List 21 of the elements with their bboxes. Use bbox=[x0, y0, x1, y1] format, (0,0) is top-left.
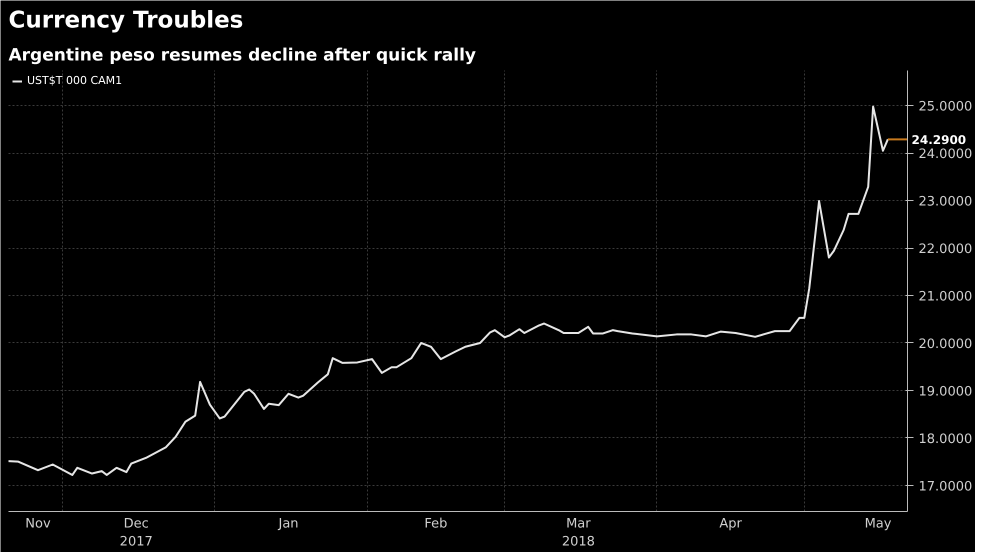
y-tick-label: 20.0000 bbox=[918, 336, 972, 352]
legend-label: UST$T 000 CAM1 bbox=[27, 74, 122, 87]
y-tick-label: 24.0000 bbox=[918, 147, 972, 162]
y-tick-label: 17.0000 bbox=[918, 479, 972, 494]
y-tick-label: 23.0000 bbox=[918, 194, 972, 210]
x-tick-label: May bbox=[864, 516, 892, 532]
x-tick-label: Apr bbox=[719, 516, 743, 532]
y-tick-label: 18.0000 bbox=[918, 432, 972, 447]
y-tick-label: 21.0000 bbox=[918, 290, 972, 305]
x-tick-label: Dec 2017 bbox=[120, 516, 153, 550]
y-tick-label: 19.0000 bbox=[918, 384, 972, 400]
chart-title: Currency Troubles bbox=[8, 8, 244, 34]
x-tick-label: Mar 2018 bbox=[562, 516, 595, 550]
x-tick-label: Feb bbox=[424, 516, 448, 532]
chart-subtitle: Argentine peso resumes decline after quick rally bbox=[8, 46, 476, 66]
x-tick-label: Jan bbox=[277, 516, 299, 532]
x-tick-label: Nov bbox=[25, 516, 51, 532]
y-tick-label: 22.0000 bbox=[918, 242, 972, 258]
y-tick-label: 25.0000 bbox=[918, 100, 972, 115]
annotation: 24.2900 bbox=[912, 132, 966, 147]
line-series bbox=[8, 106, 889, 476]
